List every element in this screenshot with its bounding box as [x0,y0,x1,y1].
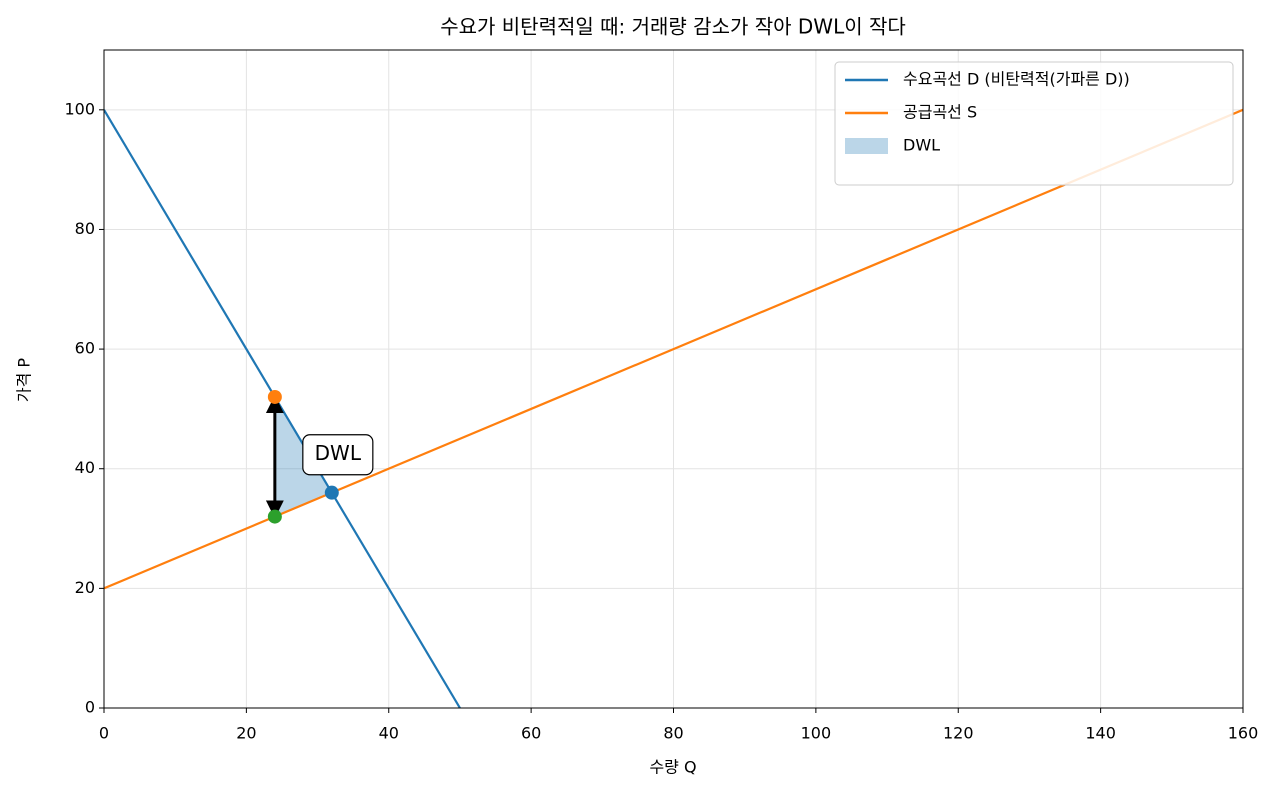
y-tick-label: 80 [75,219,95,238]
legend-box [834,61,1234,186]
x-tick-label: 40 [379,724,399,743]
x-tick-label: 0 [99,724,109,743]
x-tick-label: 20 [236,724,256,743]
x-tick-label: 100 [801,724,832,743]
legend-label: DWL [903,136,940,155]
legend-label: 공급곡선 S [903,103,977,122]
y-tick-label: 0 [85,698,95,717]
y-tick-label: 40 [75,458,95,477]
legend-label: 수요곡선 D (비탄력적(가파른 D)) [903,70,1130,89]
line [104,108,1243,590]
x-tick-label: 80 [663,724,683,743]
y-tick-label: 20 [75,578,95,597]
point [267,509,282,524]
x-tick-label: 140 [1085,724,1116,743]
point [324,485,339,500]
y-tick-label: 60 [75,339,95,358]
x-tick-label: 60 [521,724,541,743]
y-tick-label: 100 [64,99,95,118]
legend: 수요곡선 D (비탄력적(가파른 D)) 공급곡선 S DWL [834,61,1234,186]
y-axis-label: 가격 P [15,358,34,403]
chart-title: 수요가 비탄력적일 때: 거래량 감소가 작아 DWL이 작다 [440,15,906,39]
point [267,389,282,404]
annotation: DWL [302,434,374,476]
x-tick-label: 120 [943,724,974,743]
x-axis-label: 수량 Q [649,758,696,777]
x-tick-label: 160 [1228,724,1259,743]
axes: 0 20 40 60 80 100 120 140 160 0 20 40 60 80 100 [64,99,1258,742]
annotation-box [302,434,374,476]
annotation-text: DWL [315,441,362,465]
legend-swatch [845,138,888,154]
